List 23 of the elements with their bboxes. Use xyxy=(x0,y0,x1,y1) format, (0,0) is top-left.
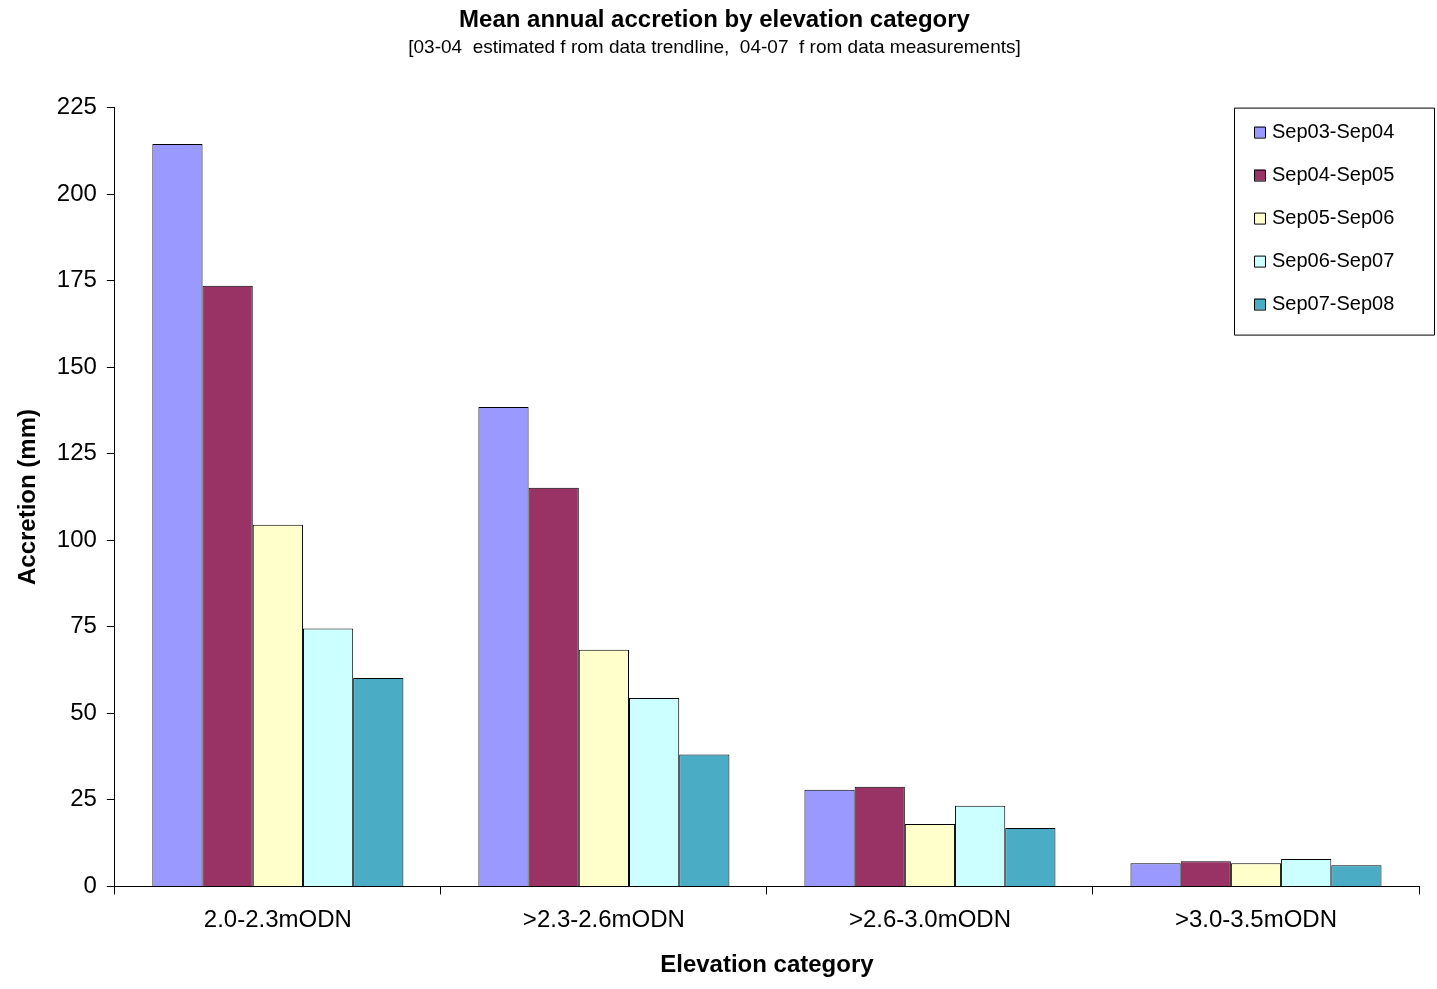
y-tick-label: 0 xyxy=(83,871,97,899)
y-tick-label: 125 xyxy=(56,438,97,466)
legend-label: Sep06-Sep07 xyxy=(1272,249,1395,272)
x-tick-label: >3.0-3.5mODN xyxy=(1174,905,1338,933)
y-tick-label: 150 xyxy=(56,351,97,379)
y-axis-title: Accretion (mm) xyxy=(13,408,41,586)
y-tick-label: 225 xyxy=(56,92,97,120)
legend-label: Sep05-Sep06 xyxy=(1272,206,1395,229)
legend-label: Sep07-Sep08 xyxy=(1272,292,1395,315)
x-tick-label: >2.6-3.0mODN xyxy=(848,905,1011,933)
x-tick-label: >2.3-2.6mODN xyxy=(522,905,685,933)
y-tick-label: 175 xyxy=(56,265,97,293)
legend-label: Sep04-Sep05 xyxy=(1272,163,1395,186)
chart-subtitle: [03-04 estimated f rom data trendline, 04-07 f rom data measurements] xyxy=(408,36,1021,58)
x-tick-label: 2.0-2.3mODN xyxy=(203,905,352,933)
x-axis-title: Elevation category xyxy=(660,950,875,978)
y-tick-label: 75 xyxy=(70,611,97,639)
legend-label: Sep03-Sep04 xyxy=(1272,120,1395,143)
y-tick-label: 100 xyxy=(56,524,97,552)
y-tick-label: 25 xyxy=(70,784,97,812)
y-tick-label: 50 xyxy=(70,697,97,725)
y-tick-label: 200 xyxy=(56,178,97,206)
chart-title: Mean annual accretion by elevation category xyxy=(459,5,971,33)
